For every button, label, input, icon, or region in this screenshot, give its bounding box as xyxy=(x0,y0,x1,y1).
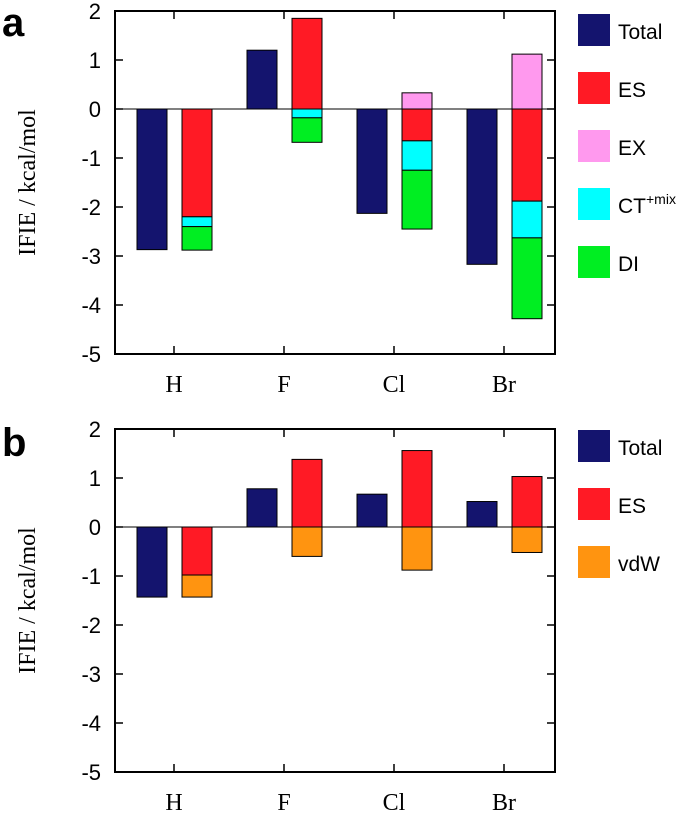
y-tick-label: 2 xyxy=(89,0,101,24)
legend-swatch-total xyxy=(578,430,610,462)
x-tick-label-Br: Br xyxy=(492,372,516,398)
bar-vdw-Br xyxy=(512,527,542,552)
bar-vdw-H xyxy=(182,575,212,597)
x-tick-label-Br: Br xyxy=(492,790,516,815)
panel-b: b IFIE / kcal/mol H F Cl Br 2 1 0 -1 -2 -3 -4 -5 Total… xyxy=(2,417,662,815)
bar-ctmix-F xyxy=(292,109,322,118)
y-tick-label: -4 xyxy=(81,293,101,318)
legend-label-total: Total xyxy=(618,437,662,460)
legend-swatch-ex xyxy=(578,130,610,162)
bar-total-Cl xyxy=(357,109,387,213)
y-tick-label: 1 xyxy=(89,48,101,73)
y-tick-label: -5 xyxy=(81,760,101,785)
panel-label: a xyxy=(2,1,25,45)
figure: a IFIE / kcal/mol H F Cl Br 2 1 0 -1 -2 -3 -4 -5 Total… xyxy=(0,0,690,815)
x-tick-label-Cl: Cl xyxy=(383,790,406,815)
y-tick-label: 0 xyxy=(89,97,101,122)
bar-total-Cl xyxy=(357,494,387,527)
bar-di-Br xyxy=(512,238,542,319)
bar-es-H xyxy=(182,527,212,575)
y-tick-label: -2 xyxy=(81,195,101,220)
y-axis-label: IFIE / kcal/mol xyxy=(15,109,41,256)
x-tick-label-F: F xyxy=(277,372,290,398)
legend-swatch-ctmix xyxy=(578,188,610,220)
bar-di-F xyxy=(292,118,322,143)
bar-es-Cl xyxy=(402,109,432,141)
legend-swatch-es xyxy=(578,72,610,104)
bar-vdw-Cl xyxy=(402,527,432,570)
bar-es-Br xyxy=(512,109,542,201)
bar-total-H xyxy=(137,527,167,597)
y-tick-label: -3 xyxy=(81,662,101,687)
y-axis-label: IFIE / kcal/mol xyxy=(15,527,41,674)
bar-di-H xyxy=(182,227,212,251)
legend-swatch-di xyxy=(578,246,610,278)
bar-total-Br xyxy=(467,109,497,264)
plot-frame xyxy=(115,429,555,772)
y-tick-label: 0 xyxy=(89,515,101,540)
bar-es-F xyxy=(292,459,322,527)
legend-swatch-es xyxy=(578,488,610,520)
y-tick-label: -2 xyxy=(81,613,101,638)
legend-label-ctmix: CT+mix xyxy=(618,191,676,218)
x-tick-label-H: H xyxy=(165,790,182,815)
legend-label-di: DI xyxy=(618,253,639,276)
bar-es-H xyxy=(182,109,212,217)
legend-swatch-total xyxy=(578,14,610,46)
y-tick-label: -3 xyxy=(81,244,101,269)
y-tick-label: -1 xyxy=(81,146,101,171)
bar-ctmix-Br xyxy=(512,201,542,238)
bar-ctmix-H xyxy=(182,217,212,227)
bar-total-H xyxy=(137,109,167,250)
bar-es-Cl xyxy=(402,451,432,527)
y-tick-label: -5 xyxy=(81,342,101,367)
bar-ctmix-Cl xyxy=(402,141,432,170)
bar-vdw-F xyxy=(292,527,322,556)
legend-label-vdw: vdW xyxy=(618,553,660,576)
legend-label-total: Total xyxy=(618,21,662,44)
x-tick-label-F: F xyxy=(277,790,290,815)
panel-label: b xyxy=(2,421,26,465)
bar-di-Cl xyxy=(402,170,432,229)
y-tick-label: 1 xyxy=(89,466,101,491)
x-tick-label-H: H xyxy=(165,372,182,398)
y-tick-label: -1 xyxy=(81,564,101,589)
bar-ex-Br xyxy=(512,54,542,109)
bar-total-Br xyxy=(467,502,497,527)
y-tick-label: 2 xyxy=(89,417,101,442)
bar-ex-Cl xyxy=(402,93,432,109)
bar-total-F xyxy=(247,489,277,527)
legend-swatch-vdw xyxy=(578,546,610,578)
legend-label-es: ES xyxy=(618,495,646,518)
bar-total-F xyxy=(247,50,277,109)
y-tick-label: -4 xyxy=(81,711,101,736)
bar-es-Br xyxy=(512,477,542,527)
x-tick-label-Cl: Cl xyxy=(383,372,406,398)
bar-es-F xyxy=(292,18,322,109)
panel-a: a IFIE / kcal/mol H F Cl Br 2 1 0 -1 -2 -3 -4 -5 Total… xyxy=(2,0,676,398)
legend-label-ex: EX xyxy=(618,137,646,160)
legend-label-es: ES xyxy=(618,79,646,102)
